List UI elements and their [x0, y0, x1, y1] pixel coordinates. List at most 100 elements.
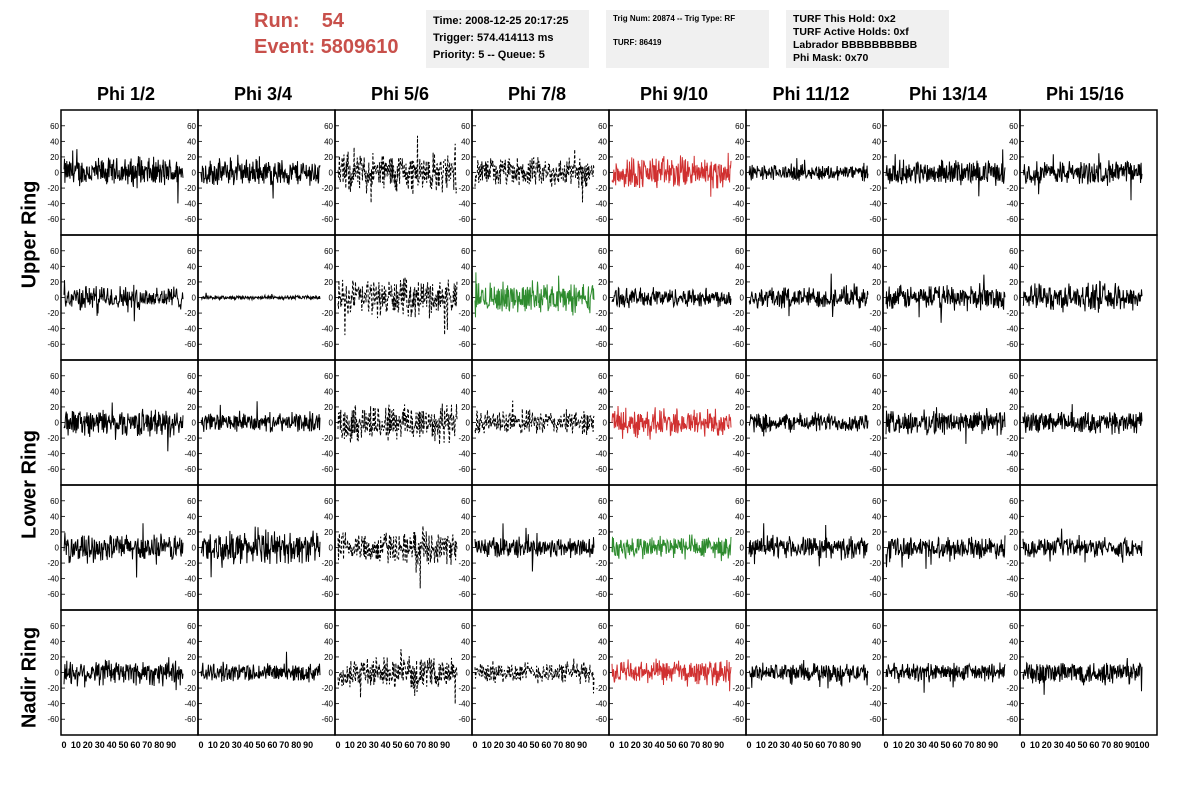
y-tick-label: -60 [184, 590, 196, 599]
y-tick-label: -20 [869, 559, 881, 568]
y-tick-label: -40 [184, 200, 196, 209]
col-header-2: Phi 3/4 [233, 84, 293, 104]
y-tick-label: 60 [461, 497, 470, 506]
run-label: Run: [254, 10, 300, 32]
waveform-trace [337, 649, 458, 704]
waveform-trace [885, 662, 1006, 693]
y-tick-label: -20 [1006, 309, 1018, 318]
y-tick-label: 60 [598, 497, 607, 506]
x-tick-label: 90 [440, 740, 450, 750]
y-tick-label: -60 [732, 715, 744, 724]
x-tick-label: 30 [643, 740, 653, 750]
y-tick-label: 20 [735, 653, 744, 662]
waveform-trace [885, 535, 1006, 569]
waveform-trace [63, 149, 184, 204]
y-tick-label: 0 [740, 419, 745, 428]
y-tick-label: 60 [598, 372, 607, 381]
y-tick-label: 40 [461, 262, 470, 271]
y-tick-label: -60 [458, 465, 470, 474]
y-tick-label: -20 [732, 184, 744, 193]
y-tick-label: 0 [740, 544, 745, 553]
y-tick-label: -20 [47, 184, 59, 193]
y-tick-label: -60 [1006, 340, 1018, 349]
y-tick-label: -40 [732, 700, 744, 709]
x-tick-label: 80 [291, 740, 301, 750]
y-tick-label: 0 [603, 544, 608, 553]
y-tick-label: -20 [1006, 559, 1018, 568]
y-tick-label: -40 [595, 200, 607, 209]
x-tick-label: 80 [1113, 740, 1123, 750]
y-tick-label: -20 [184, 684, 196, 693]
y-tick-label: -60 [732, 590, 744, 599]
x-tick-label: 80 [976, 740, 986, 750]
y-tick-label: 40 [872, 512, 881, 521]
col-header-7: Phi 13/14 [908, 84, 988, 104]
y-tick-label: 40 [324, 387, 333, 396]
y-tick-label: 0 [740, 294, 745, 303]
x-tick-label: 0 [61, 740, 66, 750]
y-tick-label: -20 [732, 434, 744, 443]
y-tick-label: 20 [187, 278, 196, 287]
waveform-trace [200, 526, 321, 578]
waveform-trace [748, 523, 869, 567]
x-tick-label: 10 [756, 740, 766, 750]
y-tick-label: 0 [192, 169, 197, 178]
x-tick-label: 50 [529, 740, 539, 750]
x-tick-label: 50 [803, 740, 813, 750]
x-tick-label: 40 [244, 740, 254, 750]
y-tick-label: -60 [595, 590, 607, 599]
turf-active-text: TURF Active Holds: 0xf [793, 26, 909, 38]
y-tick-label: 20 [187, 653, 196, 662]
waveform-trace [748, 659, 869, 689]
waveform-panel: -60 -40 -20 0 20 40 60 [184, 484, 336, 611]
waveform-panel: -60 -40 -20 0 20 40 60 [321, 359, 473, 486]
x-tick-label: 10 [1030, 740, 1040, 750]
y-tick-label: 0 [877, 419, 882, 428]
y-tick-label: -40 [1006, 200, 1018, 209]
y-tick-label: -20 [1006, 184, 1018, 193]
y-tick-label: 0 [55, 294, 60, 303]
x-tick-label: 10 [619, 740, 629, 750]
trig-info-panel: Trig Num: 20874 -- Trig Type: RF TURF: 8… [606, 10, 769, 68]
waveform-panel: -60 -40 -20 0 20 40 60 [732, 359, 884, 486]
y-tick-label: 0 [192, 419, 197, 428]
waveform-panel: -60 -40 -20 0 20 40 60 [458, 359, 610, 486]
y-tick-label: -40 [321, 575, 333, 584]
x-tick-label: 20 [1042, 740, 1052, 750]
waveform-trace [1022, 657, 1143, 695]
event-label: Event: [254, 36, 316, 58]
y-tick-label: 60 [598, 247, 607, 256]
y-tick-label: 60 [324, 622, 333, 631]
x-tick-label: 100 [1134, 740, 1149, 750]
waveform-panel: -60 -40 -20 0 20 40 60 [47, 109, 199, 236]
y-tick-label: -40 [732, 325, 744, 334]
y-tick-label: -40 [47, 200, 59, 209]
y-tick-label: 0 [466, 669, 471, 678]
y-tick-label: 20 [324, 653, 333, 662]
y-tick-label: 60 [1009, 622, 1018, 631]
waveform-grid: -60 -40 -20 0 20 40 60 -60 -40 -20 0 20 40 60 -60 -40 -2… [47, 109, 1158, 750]
x-tick-label: 40 [929, 740, 939, 750]
waveform-trace [1022, 280, 1143, 313]
x-tick-label: 30 [780, 740, 790, 750]
waveform-panel: -60 -40 -20 0 20 40 60 [869, 484, 1021, 611]
y-tick-label: 40 [735, 512, 744, 521]
y-tick-label: -40 [732, 200, 744, 209]
waveform-panel: -60 -40 -20 0 20 40 60 [184, 609, 336, 736]
y-tick-label: -40 [1006, 450, 1018, 459]
y-tick-label: 20 [187, 153, 196, 162]
y-tick-label: -40 [184, 575, 196, 584]
y-tick-label: -40 [869, 450, 881, 459]
y-tick-label: 40 [1009, 387, 1018, 396]
y-tick-label: -20 [1006, 434, 1018, 443]
y-tick-label: 40 [1009, 512, 1018, 521]
col-header-6: Phi 11/12 [772, 84, 850, 104]
x-tick-label: 50 [392, 740, 402, 750]
y-tick-label: 40 [735, 637, 744, 646]
y-tick-label: 60 [1009, 372, 1018, 381]
x-tick-label: 80 [839, 740, 849, 750]
y-tick-label: -60 [1006, 465, 1018, 474]
y-tick-label: -40 [595, 450, 607, 459]
y-tick-label: 40 [598, 387, 607, 396]
y-tick-label: -20 [184, 309, 196, 318]
